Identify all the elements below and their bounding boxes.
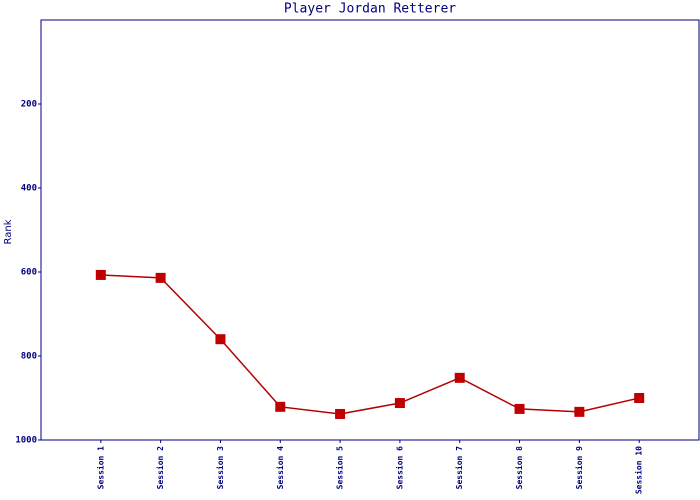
marker: [574, 406, 585, 417]
x-tick-label: Session 2: [155, 446, 165, 490]
plot-frame: [40, 19, 700, 441]
y-tick-label: 1000: [15, 436, 37, 446]
y-tick-label: 600: [21, 268, 37, 278]
marker: [155, 272, 166, 283]
marker: [634, 393, 645, 403]
x-tick-label: Session 8: [514, 446, 524, 490]
x-tick-label: Session 4: [275, 446, 285, 490]
x-tick-label: Session 3: [215, 446, 225, 490]
x-tick-label: Session 5: [335, 446, 345, 490]
marker: [275, 401, 286, 412]
y-tick-label: 800: [21, 352, 37, 362]
marker: [454, 372, 465, 383]
x-tick-label: Session 7: [454, 446, 464, 490]
marker: [215, 334, 226, 345]
marker: [394, 398, 405, 409]
line: [100, 274, 640, 415]
y-tick-label: 400: [21, 184, 37, 194]
x-tick-label: Session 10: [634, 446, 644, 494]
y-axis-label: Rank: [3, 219, 14, 244]
marker: [514, 403, 525, 414]
marker: [95, 269, 106, 280]
x-tick-label: Session 6: [394, 446, 404, 490]
y-tick-label: 200: [21, 100, 37, 110]
chart-title: Player Jordan Retterer: [284, 2, 456, 17]
x-tick-label: Session 9: [574, 446, 584, 490]
marker: [335, 408, 346, 419]
x-tick-label: Session 1: [95, 446, 105, 490]
